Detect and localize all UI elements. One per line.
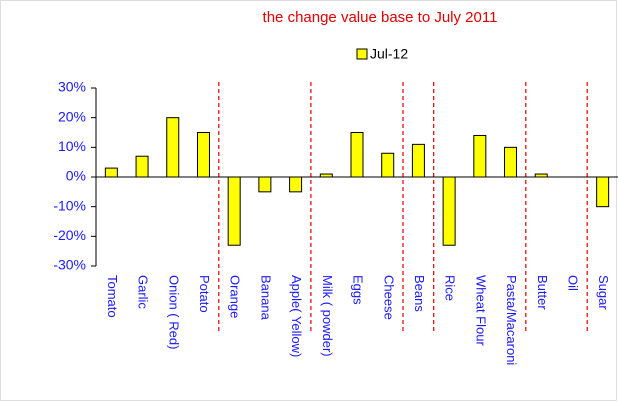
x-tick-label: Wheat Flour bbox=[473, 275, 488, 346]
x-tick-label: Onion ( Red) bbox=[166, 275, 181, 349]
x-tick-label: Eggs bbox=[351, 275, 366, 305]
x-tick-label: Beans bbox=[412, 275, 427, 312]
x-tick-label: Tomato bbox=[105, 275, 120, 318]
legend-label: Jul-12 bbox=[370, 46, 408, 62]
bar bbox=[166, 117, 180, 178]
y-tick-label: 10% bbox=[58, 138, 86, 154]
x-tick-label: Potato bbox=[197, 275, 212, 313]
bar bbox=[504, 146, 518, 178]
x-tick-label: Sugar bbox=[596, 275, 611, 310]
x-tick-label: Garlic bbox=[136, 275, 151, 309]
x-tick-label: Cheese bbox=[381, 275, 396, 320]
bar bbox=[596, 176, 610, 208]
x-tick-label: Rice bbox=[443, 275, 458, 301]
bar bbox=[104, 167, 118, 178]
bar bbox=[350, 132, 364, 178]
x-tick-label: Orange bbox=[228, 275, 243, 318]
y-tick-label: -10% bbox=[53, 197, 86, 213]
bar bbox=[289, 176, 303, 193]
bar bbox=[442, 176, 456, 246]
bar bbox=[196, 132, 210, 178]
x-tick-label: Oil bbox=[566, 275, 581, 291]
legend-swatch bbox=[356, 48, 368, 60]
y-tick-label: -20% bbox=[53, 227, 86, 243]
y-tick-label: -30% bbox=[53, 257, 86, 273]
bar bbox=[411, 143, 425, 178]
bar bbox=[135, 155, 149, 178]
x-tick-label: Banana bbox=[258, 275, 273, 321]
chart-title: the change value base to July 2011 bbox=[263, 9, 498, 26]
bar bbox=[227, 176, 241, 246]
y-tick-label: 0% bbox=[66, 168, 86, 184]
bar bbox=[381, 152, 395, 178]
bar bbox=[473, 134, 487, 178]
bar bbox=[258, 176, 272, 193]
x-tick-label: Apple( Yellow) bbox=[289, 275, 304, 357]
x-tick-label: Pasta/Macaroni bbox=[504, 275, 519, 365]
x-tick-label: Butter bbox=[535, 275, 550, 310]
y-tick-label: 30% bbox=[58, 79, 86, 95]
x-tick-label: Milk ( powder) bbox=[320, 275, 335, 357]
y-tick-label: 20% bbox=[58, 108, 86, 124]
